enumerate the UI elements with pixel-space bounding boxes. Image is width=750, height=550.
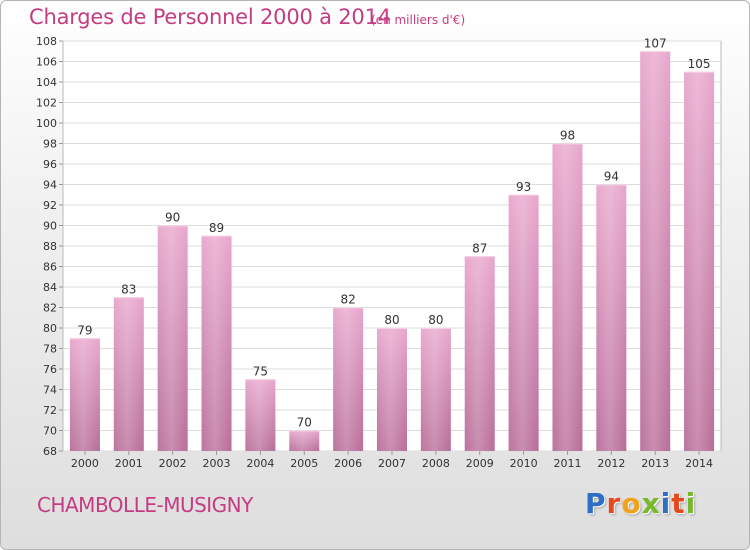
x-tick-label: 2002 <box>159 457 187 470</box>
x-tick-label: 2014 <box>685 457 713 470</box>
data-label: 70 <box>297 416 312 430</box>
y-tick-label: 70 <box>43 425 57 438</box>
brand-letter: x <box>641 487 661 520</box>
data-label: 105 <box>688 57 711 71</box>
y-tick-label: 104 <box>36 76 57 89</box>
x-tick-label: 2010 <box>510 457 538 470</box>
x-tick-label: 2009 <box>466 457 494 470</box>
y-tick-label: 84 <box>43 281 57 294</box>
data-label: 82 <box>340 293 355 307</box>
bar-highlight <box>640 51 671 451</box>
x-tick-label: 2004 <box>246 457 274 470</box>
x-axis-ticks: 2000 2001 2002 2003 2004 2005 2006 2007 2008 2009… <box>71 451 713 470</box>
y-tick-label: 92 <box>43 199 57 212</box>
data-label: 90 <box>165 211 180 225</box>
y-tick-label: 96 <box>43 158 57 171</box>
y-tick-label: 108 <box>36 35 57 48</box>
bar-highlight <box>508 194 539 451</box>
x-tick-label: 2006 <box>334 457 362 470</box>
y-tick-label: 86 <box>43 261 57 274</box>
y-tick-label: 102 <box>36 97 57 110</box>
commune-name: CHAMBOLLE-MUSIGNY <box>37 493 253 517</box>
y-tick-label: 94 <box>43 179 57 192</box>
brand-letter: o <box>621 487 642 520</box>
data-label: 75 <box>253 364 268 378</box>
data-label: 83 <box>121 282 136 296</box>
x-tick-label: 2011 <box>553 457 581 470</box>
brand-letter: i <box>685 487 697 520</box>
bar-highlight <box>684 71 715 451</box>
y-tick-label: 72 <box>43 404 57 417</box>
brand-letter: r <box>606 487 622 520</box>
y-tick-label: 106 <box>36 56 57 69</box>
data-label: 87 <box>472 241 487 255</box>
y-tick-label: 100 <box>36 117 57 130</box>
y-tick-label: 90 <box>43 220 57 233</box>
brand-letter: t <box>671 487 686 520</box>
x-tick-label: 2008 <box>422 457 450 470</box>
bar-highlight <box>69 338 100 451</box>
x-tick-label: 2013 <box>641 457 669 470</box>
x-tick-label: 2003 <box>203 457 231 470</box>
data-label: 93 <box>516 180 531 194</box>
y-axis-ticks: 68 70 72 74 76 78 80 82 84 86 88 90 92 94 96 98 100 102 10… <box>36 35 63 458</box>
data-label: 98 <box>560 129 575 143</box>
bar-highlight <box>596 184 627 451</box>
y-tick-label: 76 <box>43 363 57 376</box>
y-tick-label: 88 <box>43 240 57 253</box>
brand-letter: P <box>585 487 607 520</box>
bar-highlight <box>157 225 188 451</box>
bar-highlight <box>377 328 407 451</box>
proxiti-logo: Proxiti <box>585 487 696 520</box>
y-tick-label: 98 <box>43 138 57 151</box>
bar-highlight <box>245 379 276 451</box>
bar-highlight <box>552 143 583 451</box>
bar-highlight <box>420 328 451 451</box>
data-label: 89 <box>209 221 224 235</box>
bar-highlight <box>333 307 364 451</box>
data-labels: 79 83 90 89 75 70 82 80 80 87 93 98 94 107 105 <box>77 36 710 429</box>
brand-letter: i <box>660 487 672 520</box>
data-label: 80 <box>428 313 443 327</box>
bar-highlight <box>464 256 495 451</box>
y-tick-label: 78 <box>43 343 57 356</box>
y-tick-label: 68 <box>43 445 57 458</box>
data-label: 80 <box>384 313 399 327</box>
chart-title: Charges de Personnel 2000 à 2014 <box>29 5 391 29</box>
bar-highlight <box>289 430 320 451</box>
chart-unit: (en milliers d'€) <box>371 13 466 27</box>
bars <box>69 51 715 451</box>
bar-highlight <box>113 297 144 451</box>
data-label: 79 <box>77 323 92 337</box>
x-tick-label: 2007 <box>378 457 406 470</box>
data-label: 107 <box>644 36 667 50</box>
y-tick-label: 80 <box>43 322 57 335</box>
data-label: 94 <box>604 170 619 184</box>
x-tick-label: 2000 <box>71 457 99 470</box>
x-tick-label: 2005 <box>290 457 318 470</box>
y-tick-label: 82 <box>43 302 57 315</box>
x-tick-label: 2012 <box>597 457 625 470</box>
x-tick-label: 2001 <box>115 457 143 470</box>
y-tick-label: 74 <box>43 384 57 397</box>
bar-highlight <box>201 235 232 451</box>
